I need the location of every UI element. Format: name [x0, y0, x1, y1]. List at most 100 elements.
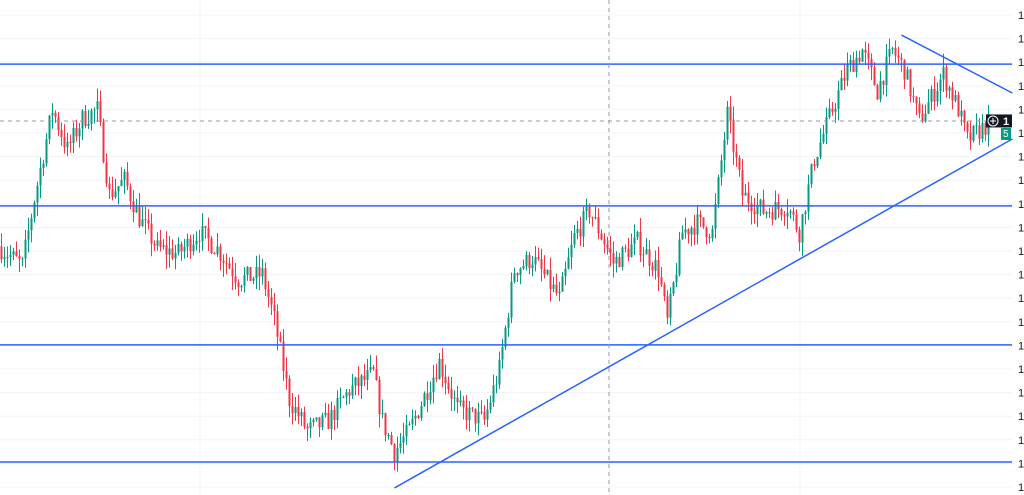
- candle-body: [282, 341, 285, 371]
- candle-body: [177, 243, 180, 253]
- candle-body: [54, 112, 57, 118]
- trendlines[interactable]: [394, 34, 1013, 489]
- candle-body: [273, 304, 276, 312]
- candle-body: [675, 274, 678, 283]
- candle-body: [951, 87, 954, 101]
- horizontal-levels[interactable]: [0, 63, 1012, 463]
- trendline[interactable]: [394, 138, 1013, 489]
- candle-body: [504, 327, 507, 348]
- candle-body: [924, 113, 927, 122]
- candle-body: [156, 240, 159, 246]
- price-axis[interactable]: 1 1 1 1 1 1 1 1 1 1 1 1 1 1 1 1 1 1 1 1 1: [1018, 10, 1024, 494]
- candle-body: [213, 252, 216, 255]
- candle-body: [669, 293, 672, 318]
- candle-body: [903, 59, 906, 80]
- candle-body: [810, 164, 813, 185]
- candle-body: [237, 282, 240, 288]
- candle-body: [342, 396, 345, 398]
- candle-body: [645, 249, 648, 255]
- candle-body: [30, 218, 33, 231]
- candle-body: [558, 291, 561, 294]
- candle-body: [249, 267, 252, 281]
- candle-body: [537, 257, 540, 260]
- candle-body: [138, 205, 141, 227]
- candle-body: [288, 378, 291, 406]
- candle-body: [702, 217, 705, 228]
- y-tick-label: 1: [1018, 81, 1024, 93]
- candle-body: [81, 110, 84, 129]
- candle-body: [804, 211, 807, 215]
- candle-body: [318, 417, 321, 428]
- candle-body: [864, 49, 867, 53]
- candle-body: [660, 277, 663, 285]
- candle-body: [72, 127, 75, 144]
- candle-body: [882, 80, 885, 85]
- y-tick-label: 1: [1018, 199, 1024, 211]
- candle-body: [420, 406, 423, 418]
- y-tick-label: 1: [1018, 317, 1024, 329]
- candle-body: [723, 139, 726, 161]
- candle-body: [513, 273, 516, 282]
- candle-body: [843, 77, 846, 81]
- candle-body: [540, 259, 543, 269]
- candle-body: [891, 47, 894, 49]
- candle-body: [510, 281, 513, 318]
- candle-body: [93, 109, 96, 111]
- candle-body: [519, 268, 522, 276]
- candle-body: [87, 124, 90, 126]
- candle-body: [930, 88, 933, 103]
- candle-body: [483, 411, 486, 420]
- candle-body: [936, 91, 939, 102]
- candle-body: [792, 211, 795, 215]
- candle-body: [747, 192, 750, 204]
- candle-body: [717, 177, 720, 204]
- candle-body: [426, 393, 429, 400]
- candle-body: [600, 233, 603, 240]
- y-tick-label: 1: [1018, 388, 1024, 400]
- add-alert-icon[interactable]: [987, 115, 999, 127]
- candle-body: [390, 434, 393, 445]
- candle-body: [66, 141, 69, 148]
- candle-body: [825, 117, 828, 134]
- candle-body: [969, 132, 972, 141]
- candle-body: [183, 246, 186, 252]
- candle-body: [129, 186, 132, 202]
- candle-body: [168, 248, 171, 255]
- candle-body: [309, 422, 312, 429]
- current-price-label: 1 5: [986, 114, 1012, 140]
- y-tick-label: 1: [1018, 246, 1024, 258]
- trendline[interactable]: [901, 34, 1013, 94]
- candle-body: [351, 385, 354, 396]
- candle-body: [732, 120, 735, 152]
- candle-body: [966, 122, 969, 133]
- candle-body: [159, 240, 162, 247]
- candle-body: [216, 246, 219, 255]
- candle-body: [492, 385, 495, 403]
- candle-body: [360, 375, 363, 387]
- candle-body: [231, 268, 234, 277]
- candle-body: [972, 125, 975, 141]
- candle-body: [195, 240, 198, 245]
- y-tick-label: 1: [1018, 458, 1024, 470]
- candle-body: [384, 413, 387, 435]
- price-change-value: 5: [1003, 129, 1009, 140]
- candle-body: [858, 57, 861, 62]
- candle-body: [90, 110, 93, 125]
- candle-body: [291, 405, 294, 414]
- candle-body: [609, 248, 612, 254]
- candle-body: [780, 209, 783, 216]
- candle-body: [228, 263, 231, 269]
- y-tick-label: 1: [1018, 57, 1024, 69]
- candle-body: [534, 257, 537, 265]
- candle-body: [255, 266, 258, 279]
- candle-body: [840, 77, 843, 91]
- candle-body: [162, 245, 165, 247]
- candle-body: [690, 227, 693, 235]
- y-tick-label: 1: [1018, 222, 1024, 234]
- candle-body: [648, 249, 651, 266]
- y-tick-label: 1: [1018, 340, 1024, 352]
- candle-body: [939, 79, 942, 92]
- candle-body: [567, 257, 570, 269]
- candle-body: [312, 419, 315, 423]
